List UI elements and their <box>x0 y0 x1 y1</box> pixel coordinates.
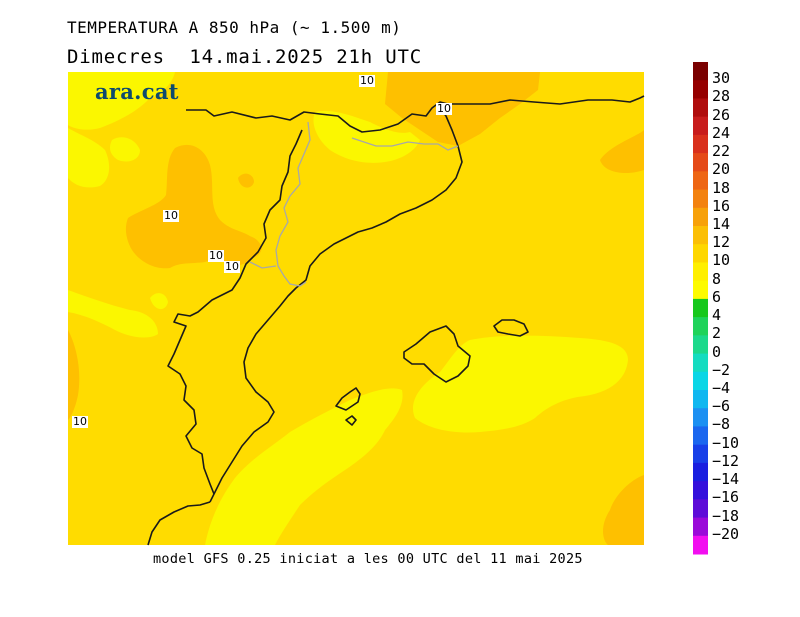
colorbar-label: −2 <box>712 360 731 379</box>
colorbar-swatch <box>693 335 708 355</box>
contour-label: 10 <box>72 415 88 428</box>
chart-title: TEMPERATURA A 850 hPa (~ 1.500 m) <box>67 18 402 37</box>
colorbar-swatch <box>693 408 708 427</box>
colorbar-label: 26 <box>712 105 731 124</box>
border-catalonia-aragon <box>275 121 311 287</box>
coastline-aragon-west <box>167 129 303 495</box>
colorbar-label: 18 <box>712 178 731 197</box>
colorbar-swatch <box>693 134 708 154</box>
colorbar-label: 20 <box>712 160 731 179</box>
island-mallorca <box>403 325 471 383</box>
cool-area-sea-south <box>205 388 403 545</box>
colorbar-swatch <box>693 499 708 519</box>
cool-area-sea-east <box>412 335 628 433</box>
colorbar-label: 12 <box>712 233 731 252</box>
colorbar-swatch <box>693 80 708 99</box>
warm-area-interior <box>125 144 258 269</box>
colorbar-swatch <box>693 444 708 464</box>
colorbar-label: −4 <box>712 379 731 397</box>
coastline-north <box>186 95 645 133</box>
colorbar-label: 8 <box>712 269 722 288</box>
colorbar-swatch <box>693 462 708 482</box>
cool-area-northwest-2 <box>68 128 110 188</box>
colorbar-label: 14 <box>712 215 731 233</box>
warm-area-northeast <box>385 72 540 146</box>
colorbar-swatch <box>693 189 708 209</box>
colorbar-swatch <box>693 481 708 500</box>
colorbar-label: −8 <box>712 415 731 434</box>
colorbar-label: 24 <box>712 123 731 142</box>
colorbar-swatch <box>693 116 708 136</box>
colorbar-swatch <box>693 262 708 282</box>
colorbar-swatch <box>693 207 708 227</box>
colorbar-swatch <box>693 280 708 300</box>
warm-area-west <box>68 330 80 420</box>
border-andorra <box>249 261 277 269</box>
colorbar-swatch <box>693 517 708 537</box>
island-formentera <box>345 415 357 426</box>
colorbar-swatch <box>693 244 708 263</box>
colorbar-label: −16 <box>712 488 740 507</box>
colorbar-label: 10 <box>712 251 731 270</box>
colorbar-label: −12 <box>712 451 740 470</box>
colorbar-swatch <box>693 317 708 336</box>
contour-label: 10 <box>436 102 452 115</box>
coastline-catalonia <box>209 105 463 503</box>
colorbar-swatch <box>693 226 708 245</box>
colorbar-swatch <box>693 171 708 191</box>
colorbar-swatch <box>693 98 708 118</box>
cool-area-north <box>313 110 420 163</box>
colorbar-swatch <box>693 353 708 373</box>
island-menorca <box>493 319 529 337</box>
model-info: model GFS 0.25 iniciat a les 00 UTC del … <box>153 551 583 567</box>
warm-area-southeast-corner <box>603 475 644 545</box>
colorbar-swatch <box>693 371 708 391</box>
colorbar-swatch <box>693 535 708 555</box>
cool-area-north-2 <box>110 137 140 162</box>
cool-area-northwest <box>68 72 175 130</box>
cool-area-west-dot <box>150 293 168 310</box>
contour-label: 10 <box>359 74 375 87</box>
colorbar-label: 4 <box>712 306 722 325</box>
colorbar-swatch <box>693 153 708 172</box>
warm-area-northeast-small <box>600 130 644 173</box>
colorbar-swatch <box>693 298 708 318</box>
warm-area-interior-dot <box>238 173 254 188</box>
colorbar-label: −20 <box>712 524 740 543</box>
colorbar-label: −18 <box>712 506 740 525</box>
colorbar-label: 28 <box>712 87 731 106</box>
contour-label: 10 <box>224 260 240 273</box>
border-catalonia-france <box>351 137 459 151</box>
island-ibiza <box>335 387 361 411</box>
colorbar-label: −6 <box>712 397 731 416</box>
logo: ara.cat <box>95 79 179 104</box>
cool-area-west-patch <box>68 290 158 338</box>
colorbar-label: 22 <box>712 142 731 161</box>
chart-subtitle: Dimecres 14.mai.2025 21h UTC <box>67 46 422 68</box>
coastline-valencia <box>147 501 211 546</box>
contour-label: 10 <box>163 209 179 222</box>
colorbar-label: −10 <box>712 433 740 452</box>
colorbar-swatch <box>693 62 708 81</box>
colorbar-label: 2 <box>712 324 722 343</box>
colorbar-label: 16 <box>712 196 731 215</box>
warm-area-interior-small <box>233 235 262 259</box>
colorbar-label: −14 <box>712 470 740 489</box>
colorbar-label: 30 <box>712 69 731 88</box>
colorbar-swatch <box>693 426 708 446</box>
colorbar-label: 6 <box>712 287 722 306</box>
contour-label: 10 <box>208 249 224 262</box>
colorbar-swatch <box>693 390 708 409</box>
colorbar-label: 0 <box>712 342 722 361</box>
